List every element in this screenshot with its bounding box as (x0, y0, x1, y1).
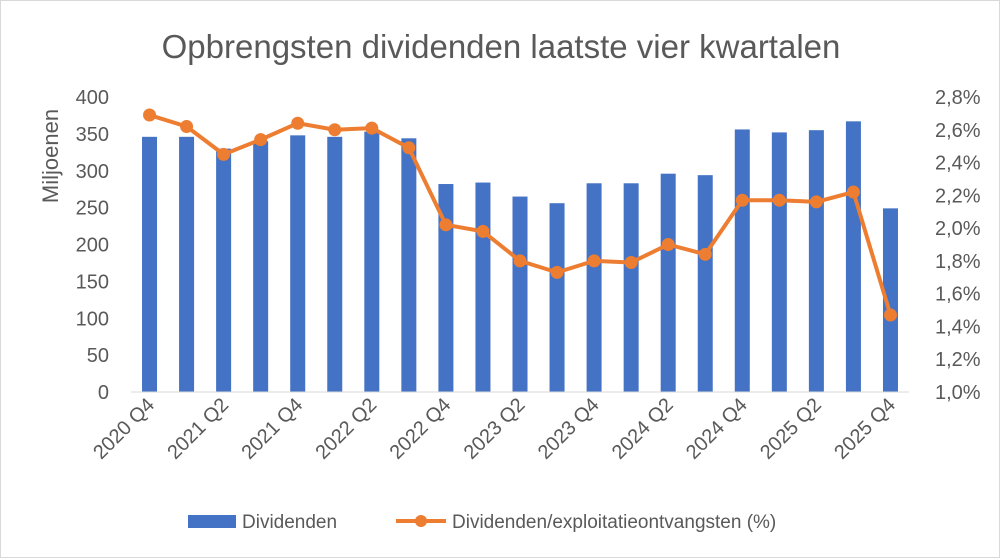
bar-dividenden (327, 136, 343, 392)
x-tick-label: 2024 Q4 (682, 394, 752, 464)
line-marker (587, 254, 601, 268)
left-tick-label: 0 (98, 382, 109, 404)
bar-dividenden (882, 208, 898, 392)
bar-dividenden (549, 203, 565, 392)
legend-label-dividenden: Dividenden (242, 512, 337, 533)
x-tick-label: 2021 Q4 (237, 394, 307, 464)
line-marker (254, 133, 268, 147)
bar-dividenden (771, 132, 787, 392)
bar-dividenden (586, 183, 602, 392)
bar-dividenden (660, 173, 676, 392)
line-marker (661, 238, 675, 251)
line-marker (846, 185, 860, 199)
bar-dividenden (697, 175, 713, 392)
line-marker (476, 224, 490, 238)
bar-dividenden (401, 138, 417, 392)
x-tick-label: 2021 Q2 (163, 394, 233, 464)
line-marker (217, 147, 231, 161)
x-tick-label: 2023 Q4 (534, 394, 604, 464)
line-marker (402, 141, 416, 155)
bar-dividenden (845, 121, 861, 393)
right-tick-label: 1,2% (935, 349, 981, 371)
left-tick-label: 350 (76, 124, 109, 146)
legend-label-percentage: Dividenden/exploitatieontvangsten (%) (452, 512, 776, 533)
legend: Dividenden Dividenden/exploitatieontvang… (188, 512, 776, 533)
line-series (143, 108, 897, 322)
line-marker (735, 193, 749, 207)
right-tick-label: 1,6% (935, 284, 981, 306)
line-marker (439, 218, 453, 232)
x-tick-label: 2022 Q4 (386, 394, 456, 464)
right-tick-label: 1,0% (935, 382, 981, 404)
legend-line-marker (415, 515, 427, 527)
x-tick-label: 2025 Q2 (756, 394, 826, 464)
right-axis-ticks: 1,0% 1,2% 1,4% 1,6% 1,8% 2,0% 2,2% 2,4% 2,6% 2,8% (935, 87, 981, 404)
line-marker (883, 308, 897, 322)
right-tick-label: 2,4% (935, 153, 981, 175)
bar-dividenden (216, 148, 232, 392)
bar-dividenden (438, 184, 454, 392)
right-tick-label: 2,2% (935, 185, 981, 207)
x-tick-label: 2023 Q2 (460, 394, 530, 464)
x-tick-label: 2020 Q4 (89, 394, 159, 464)
x-tick-label: 2024 Q2 (608, 394, 678, 464)
line-marker (328, 123, 342, 137)
left-tick-label: 200 (76, 235, 109, 257)
left-tick-label: 50 (87, 345, 109, 367)
right-tick-label: 1,4% (935, 316, 981, 338)
legend-bar-swatch (188, 515, 236, 528)
line-marker (291, 116, 305, 130)
chart-title: Opbrengsten dividenden laatste vier kwar… (162, 28, 841, 65)
right-tick-label: 1,8% (935, 251, 981, 273)
x-axis-ticks: 2020 Q4 2021 Q2 2021 Q4 2022 Q2 2022 Q4 2023 … (89, 394, 900, 464)
line-marker (624, 256, 638, 270)
line-marker (180, 120, 194, 133)
left-tick-label: 400 (76, 87, 109, 109)
bar-dividenden (475, 182, 491, 392)
x-tick-label: 2025 Q4 (830, 394, 900, 464)
left-tick-label: 250 (76, 198, 109, 220)
left-tick-label: 100 (76, 308, 109, 330)
bar-dividenden (290, 135, 306, 392)
line-marker (809, 195, 823, 209)
line-marker (772, 193, 786, 207)
y-axis-title-left: Miljoenen (38, 109, 63, 203)
right-tick-label: 2,0% (935, 218, 981, 240)
bar-dividenden (734, 129, 750, 392)
right-tick-label: 2,6% (935, 120, 981, 142)
left-tick-label: 150 (76, 271, 109, 293)
x-tick-label: 2022 Q2 (312, 394, 382, 464)
right-tick-label: 2,8% (935, 87, 981, 109)
line-marker (550, 265, 564, 279)
bar-dividenden (623, 183, 639, 392)
line-marker (513, 254, 527, 268)
line-marker (365, 121, 379, 135)
line-marker (698, 247, 712, 261)
bar-dividenden (364, 131, 380, 392)
left-tick-label: 300 (76, 161, 109, 183)
line-marker (143, 108, 157, 122)
bar-dividenden (808, 130, 824, 392)
left-axis-ticks: 0 50 100 150 200 250 300 350 400 (76, 87, 109, 404)
bar-dividenden (179, 136, 195, 392)
bar-dividenden (512, 196, 528, 392)
bar-dividenden (253, 141, 269, 392)
bar-dividenden (142, 136, 158, 392)
